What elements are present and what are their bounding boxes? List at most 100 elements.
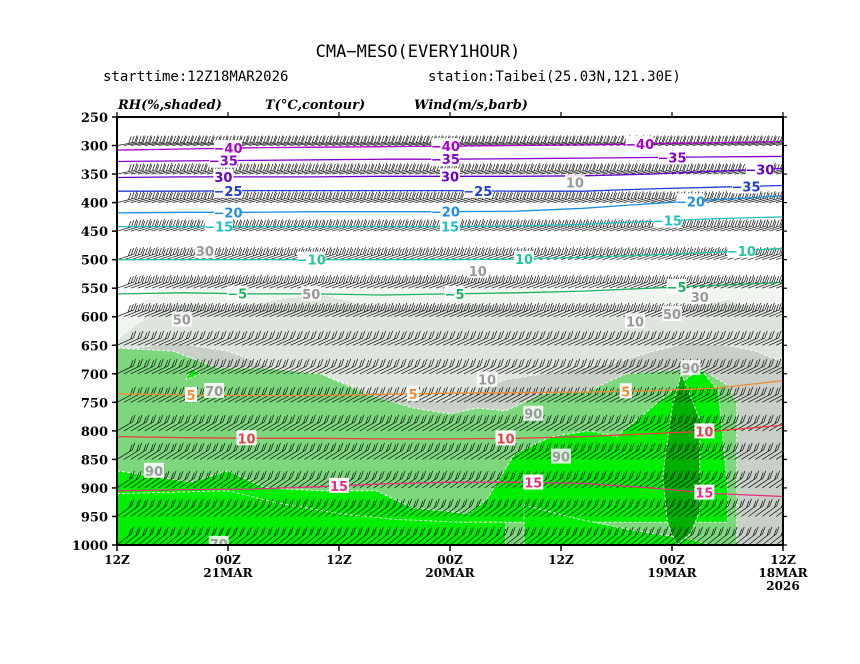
x-tick-label-0-1: 18MAR (758, 566, 808, 580)
y-tick-label-700: 700 (81, 368, 108, 383)
temp-contour-5 (117, 379, 783, 397)
rh-label-6: 50 (663, 308, 681, 323)
barb-row-850 (117, 442, 783, 460)
temp-label-bg (236, 430, 257, 446)
temp-label-bg (329, 477, 349, 493)
y-tick-label-1000: 1000 (72, 539, 108, 554)
start-time-label: starttime:12Z18MAR2026 (103, 69, 288, 85)
y-tick-label-350: 350 (81, 168, 108, 183)
temp-label-minus-35-1: −35 (431, 153, 460, 168)
y-tick-label-450: 450 (81, 225, 108, 240)
temp-label-bg (732, 178, 760, 194)
temp-contour-minus-10 (117, 247, 783, 261)
temp-label-minus-5-1: −5 (445, 288, 465, 303)
chart-title: CMA−MESO(EVERY1HOUR) (316, 42, 521, 62)
temp-label-minus-40-2: −40 (625, 138, 654, 153)
temp-label-bg (619, 383, 632, 399)
temp-label-5-1: 5 (408, 388, 417, 403)
rh-label-bg (680, 360, 701, 376)
y-tick-label-750: 750 (81, 396, 108, 411)
rh-label-bg (477, 371, 497, 387)
temp-label-bg (407, 385, 419, 401)
barb-row-400 (117, 191, 783, 203)
temp-label-bg (214, 182, 242, 198)
temp-label-bg (214, 140, 242, 156)
barb-row-950 (117, 498, 783, 517)
temp-label-bg (431, 151, 460, 167)
y-tick-label-850: 850 (81, 453, 108, 468)
temp-label-bg (431, 203, 460, 219)
rh-label-1: 50 (173, 314, 191, 329)
temp-label-minus-5-2: −5 (667, 281, 687, 296)
temp-label-bg (666, 279, 687, 295)
y-tick-label-900: 900 (81, 482, 108, 497)
temp-label-minus-25-0: −25 (214, 185, 243, 200)
wind-barbs (117, 117, 783, 545)
rh-label-bg (194, 243, 215, 259)
rh-label-bg (662, 305, 682, 321)
temp-label-bg (213, 168, 234, 184)
y-tick-label-500: 500 (81, 254, 108, 269)
temp-label-minus-15-1: 15 (441, 221, 459, 236)
temp-label-bg (297, 251, 326, 267)
rh-label-bg (144, 462, 164, 478)
barb-row-350 (117, 163, 783, 175)
temp-label-bg (694, 484, 715, 500)
temp-label-bg (214, 204, 242, 220)
temp-label-bg (440, 168, 460, 184)
rh-label-7: 30 (691, 291, 709, 306)
temp-label-bg (653, 212, 682, 228)
y-tick-label-650: 650 (81, 339, 108, 354)
temp-label-bg (227, 285, 248, 301)
x-tick-label-0-0: 12Z (770, 553, 796, 567)
rh-label-5: 10 (626, 315, 644, 330)
temp-label-15-2: 15 (524, 477, 542, 492)
temp-label-minus-35-2: −35 (658, 151, 687, 166)
x-tick-label-60-1: 21MAR (203, 566, 253, 580)
rh-label-11: 90 (524, 408, 542, 423)
y-tick-label-400: 400 (81, 197, 108, 212)
y-tick-label-550: 550 (81, 282, 108, 297)
temp-label-bg (694, 423, 715, 439)
temp-label-bg (444, 285, 465, 301)
barb-row-650 (117, 330, 783, 346)
temp-label-bg (745, 161, 774, 177)
y-tick-label-800: 800 (81, 425, 108, 440)
temp-contour-15 (117, 481, 783, 498)
rh-label-bg (204, 382, 225, 398)
temp-label-bg (185, 386, 197, 402)
x-tick-label-0-2: 2026 (766, 579, 799, 593)
temp-label-minus-20-2: −20 (676, 195, 705, 210)
rh-label-bg (171, 311, 192, 327)
temp-label-bg (440, 218, 460, 234)
rh-label-bg (551, 448, 571, 464)
barb-row-600 (117, 302, 783, 318)
temp-label-10-1: 10 (496, 432, 514, 447)
temp-label-5-2: 5 (621, 385, 630, 400)
x-tick-label-36-0: 00Z (437, 553, 463, 567)
temp-label-bg (676, 193, 705, 209)
barb-row-1000 (117, 526, 783, 545)
temp-contour-10 (117, 424, 783, 440)
rh-label-bg (564, 174, 585, 190)
rh-label-bg (625, 313, 645, 329)
rh-label-14: 70 (210, 538, 228, 553)
rh-label-12: 90 (681, 362, 699, 377)
x-tick-label-24-0: 12Z (548, 553, 574, 567)
rh-label-2: 50 (302, 288, 320, 303)
rh-label-13: 10 (478, 374, 496, 389)
x-tick-label-60-0: 00Z (215, 553, 241, 567)
temp-label-bg (727, 242, 756, 258)
temp-label-10-2: 10 (695, 425, 713, 440)
rh-label-bg (689, 288, 710, 304)
temp-label-bg (514, 250, 534, 266)
temp-label-minus-20-0: −20 (214, 206, 243, 221)
temp-label-bg (495, 430, 516, 446)
x-tick-label-36-1: 20MAR (425, 566, 475, 580)
temp-label-minus-10-1: 10 (515, 253, 533, 268)
y-tick-label-250: 250 (81, 111, 108, 126)
axes: 2503003504004505005506006507007508008509… (72, 111, 809, 593)
